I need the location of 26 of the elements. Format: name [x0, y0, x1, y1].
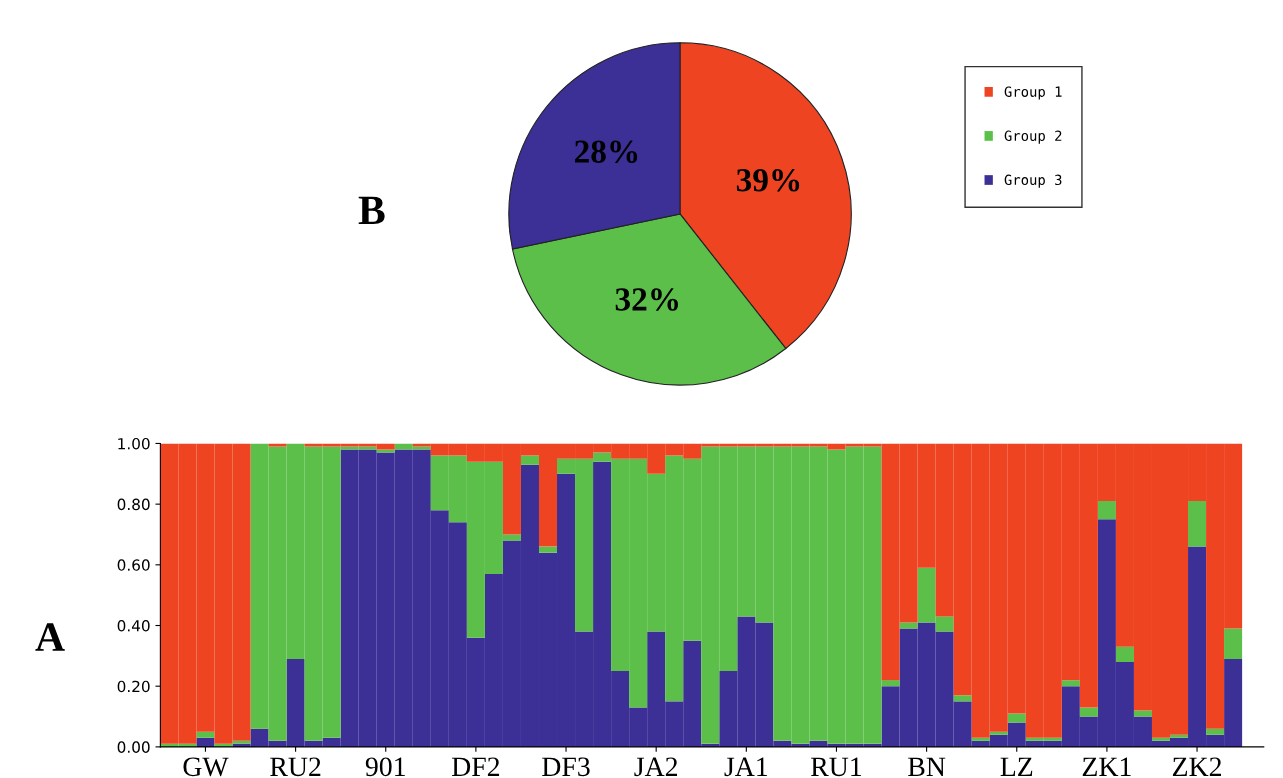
data-label: 32% — [615, 288, 678, 311]
y-tick-label: 0.40 — [117, 619, 150, 632]
y-tick-label: 0.00 — [117, 741, 150, 753]
legend-label: Group 2 — [1004, 130, 1062, 144]
legend-label: Group 3 — [1004, 174, 1062, 188]
x-tick-label: BN — [908, 757, 946, 776]
x-tick-label: RU2 — [270, 757, 321, 777]
x-tick-label: 901 — [365, 757, 405, 777]
legend-label: Group 1 — [1004, 86, 1062, 100]
x-tick-label: ZK1 — [1082, 757, 1131, 776]
text: B — [358, 196, 385, 225]
x-tick-label: ZK2 — [1172, 757, 1221, 776]
y-tick-label: 0.80 — [117, 498, 150, 511]
x-tick-label: GW — [183, 757, 229, 777]
y-tick-label: 0.60 — [117, 559, 150, 571]
y-tick-label: 0.20 — [117, 680, 150, 693]
x-tick-label: RU1 — [811, 757, 862, 777]
data-label: 39% — [736, 169, 800, 192]
x-tick-label: JA1 — [724, 757, 768, 777]
text: A — [35, 623, 65, 651]
x-tick-label: DF2 — [451, 757, 500, 776]
x-tick-label: DF3 — [542, 757, 590, 777]
y-tick-label: 1.00 — [118, 437, 150, 450]
data-label: 28% — [574, 140, 638, 164]
x-tick-label: JA2 — [634, 757, 678, 777]
x-tick-label: LZ — [1000, 757, 1033, 776]
